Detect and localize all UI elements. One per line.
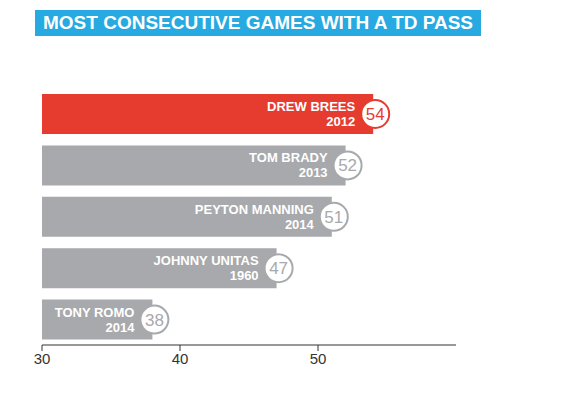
svg-text:30: 30 [34,350,51,367]
svg-text:DREW BREES2012: DREW BREES2012 [267,99,355,129]
svg-text:47: 47 [269,259,288,278]
svg-text:TONY ROMO2014: TONY ROMO2014 [55,305,135,335]
svg-text:38: 38 [145,311,164,330]
svg-text:PEYTON MANNING2014: PEYTON MANNING2014 [195,202,315,232]
svg-text:JOHNNY UNITAS1960: JOHNNY UNITAS1960 [154,253,259,283]
svg-text:52: 52 [338,156,357,175]
svg-text:TOM BRADY2013: TOM BRADY2013 [249,150,328,180]
svg-text:50: 50 [310,350,327,367]
html-text:MOST CONSECUTIVE GAMES WITH A: MOST CONSECUTIVE GAMES WITH A TD PASS [43,12,473,33]
svg-text:51: 51 [324,208,343,227]
svg-text:40: 40 [172,350,189,367]
svg-text:54: 54 [366,105,385,124]
